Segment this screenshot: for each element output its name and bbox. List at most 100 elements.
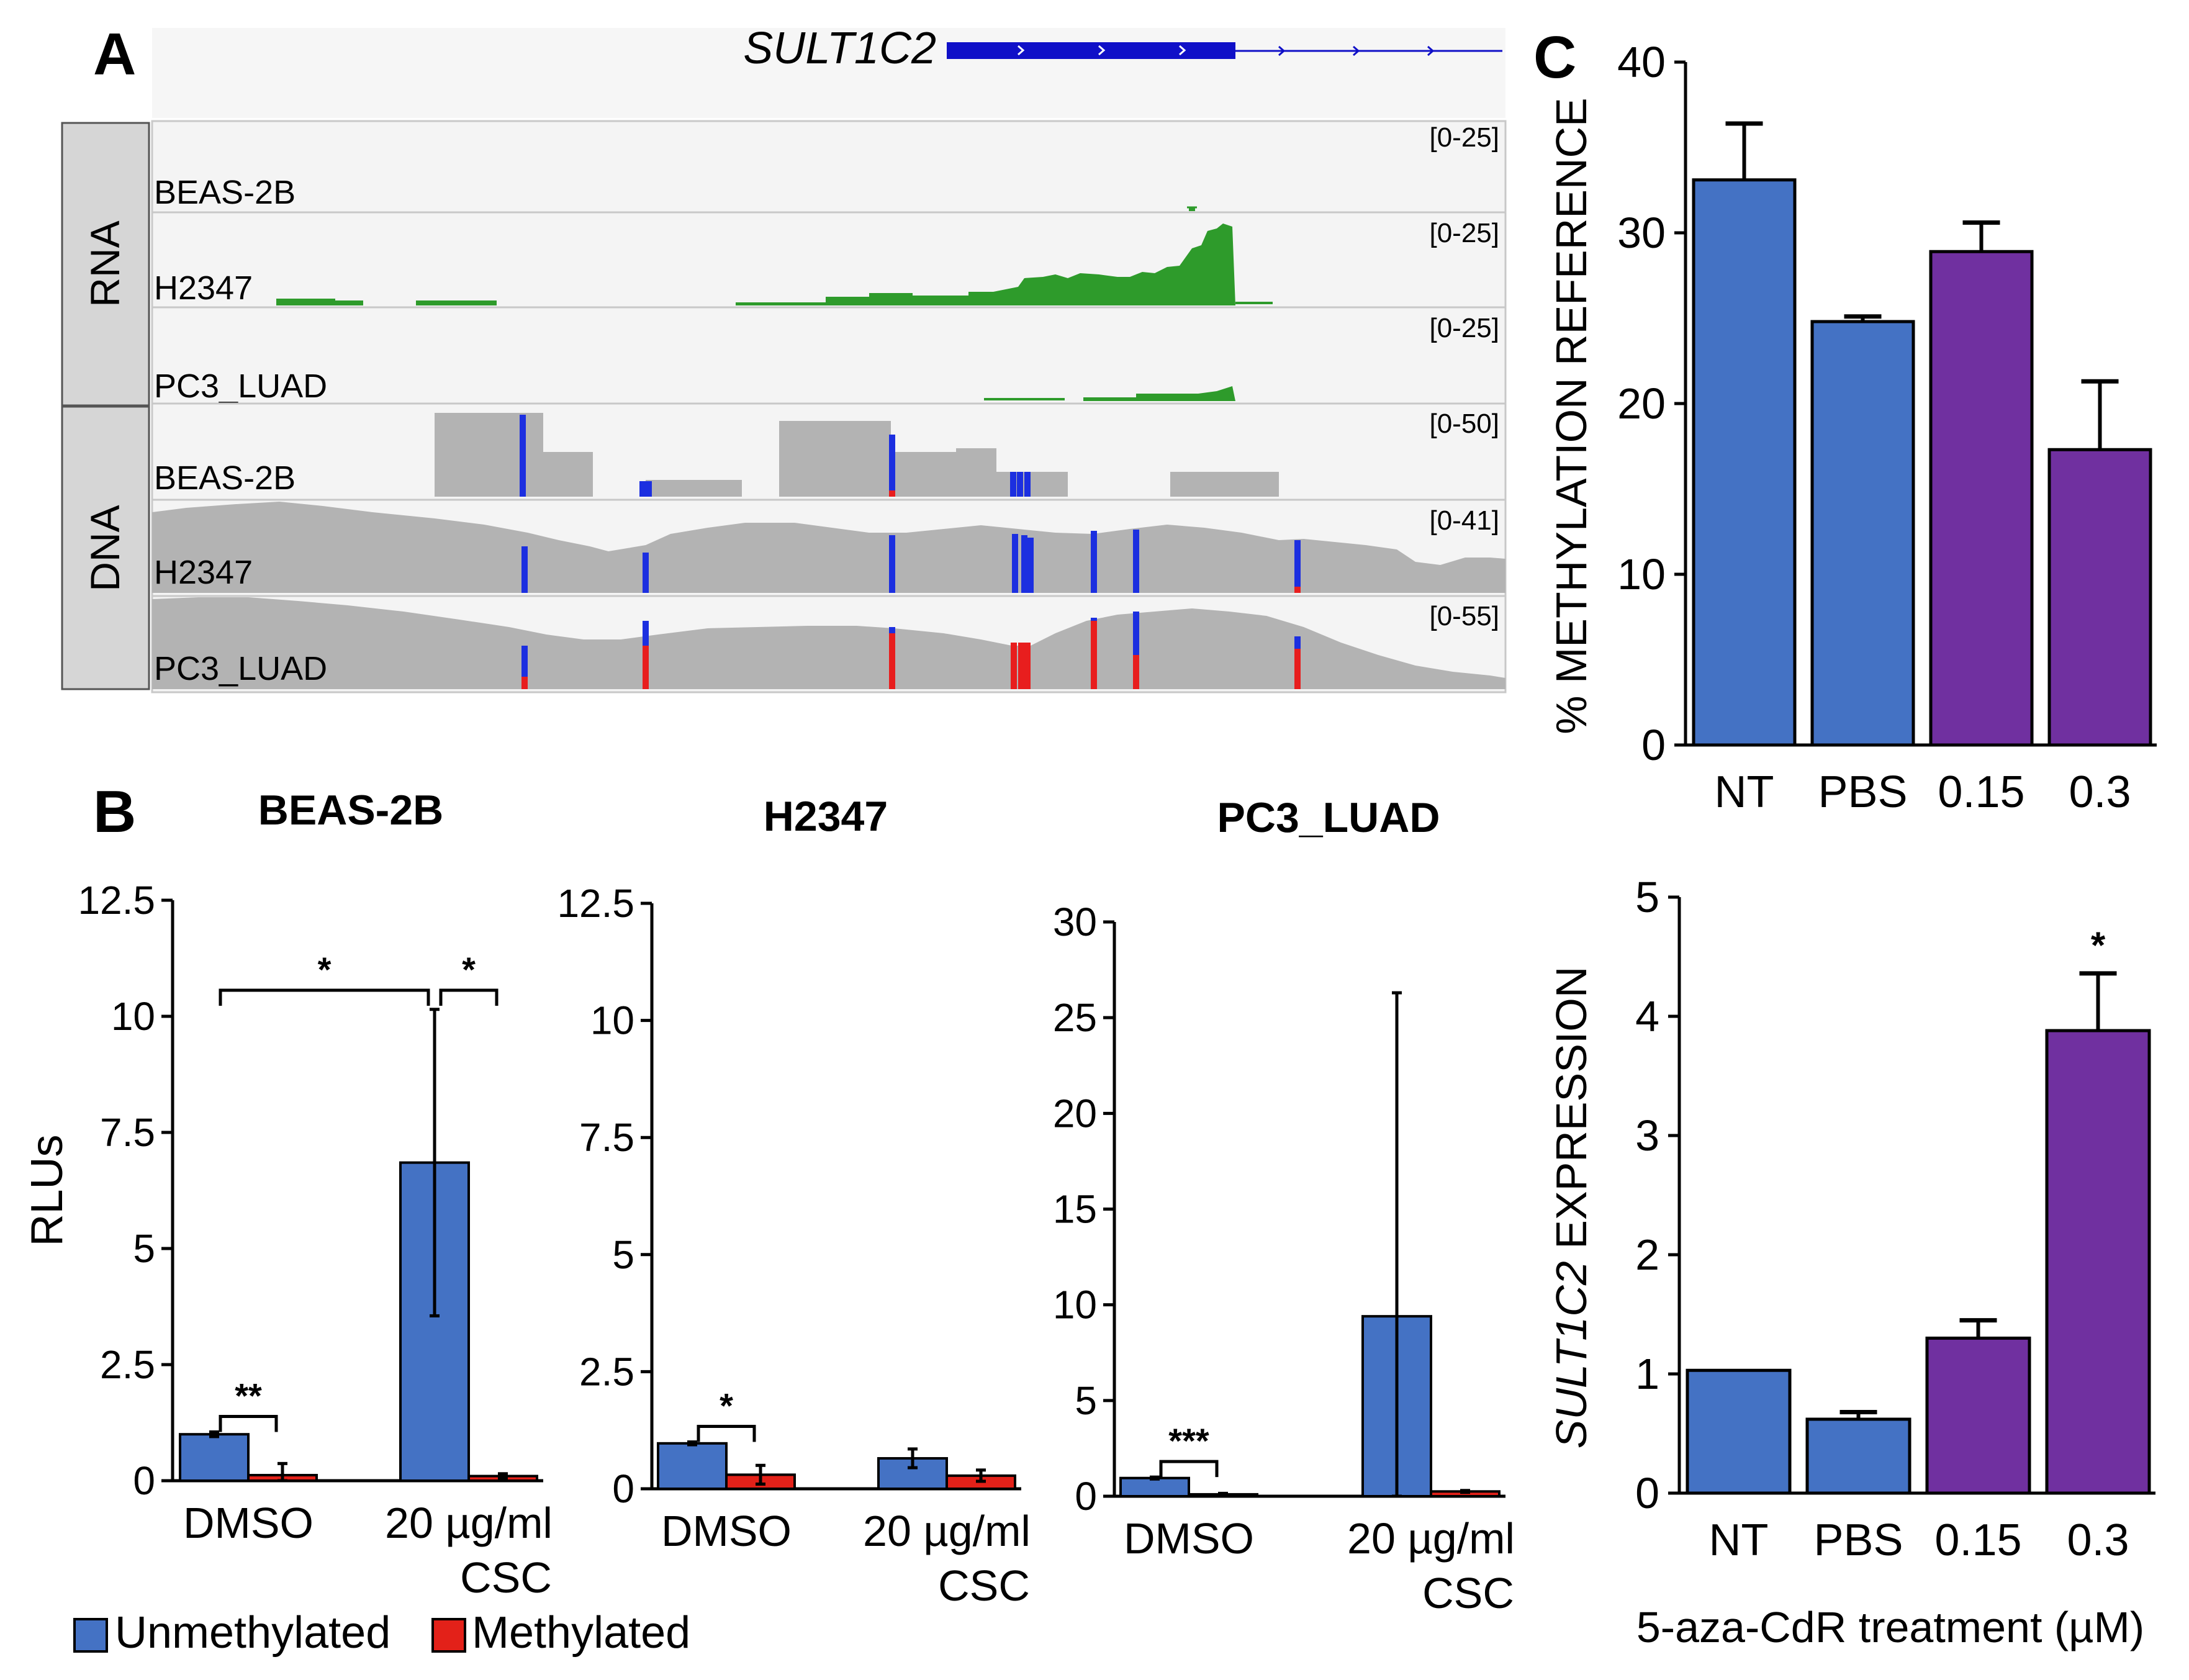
cpg-site-mark — [889, 535, 895, 593]
dna-track-pc3luad: PC3_LUAD [0-55] — [151, 595, 1507, 693]
y-tick-label: 0 — [1635, 1469, 1659, 1517]
x-tick-label: 0.15 — [1934, 1515, 2021, 1565]
legend: Unmethylated Methylated — [73, 1608, 690, 1658]
track-range: [0-25] — [1429, 218, 1499, 248]
dna-track-beas2b: BEAS-2B [0-50] — [151, 402, 1507, 501]
gene-arrow-mark — [1098, 45, 1106, 56]
panel-a-genome-browser: A SULT1C2 RNA DNA BEAS-2B [0-25] H2347 [… — [61, 21, 1507, 693]
cpg-methylated-mark — [521, 677, 528, 689]
y-tick-label: 5 — [1075, 1378, 1097, 1423]
cpg-methylated-mark — [1011, 643, 1017, 689]
bar — [1810, 320, 1915, 747]
chart-methylation-reference: 0 10 20 30 40 % METHYLATION REFERENCE NT PBS 0.1… — [1547, 38, 2157, 817]
gene-name: SULT1C2 — [743, 24, 936, 73]
cpg-methylated-mark — [889, 490, 895, 497]
rna-track-beas2b: BEAS-2B [0-25] — [151, 120, 1507, 214]
gene-exon-block — [947, 42, 1235, 59]
x-tick-label: 0.3 — [2069, 767, 2131, 817]
y-tick-label: 20 — [1053, 1091, 1097, 1136]
rna-track-h2347: H2347 [0-25] — [151, 211, 1507, 309]
chart-title: PC3_LUAD — [1217, 794, 1440, 841]
panel-c-letter: C — [1533, 24, 1576, 91]
bar — [2045, 1029, 2151, 1495]
y-tick-label: 7.5 — [579, 1115, 634, 1160]
bar — [1686, 1368, 1792, 1495]
y-tick-label: 2.5 — [100, 1342, 155, 1387]
rna-group-box — [61, 122, 150, 407]
y-tick-label: 5 — [1635, 873, 1659, 921]
cpg-site-mark — [643, 553, 649, 593]
track-label: BEAS-2B — [154, 459, 296, 497]
significance-bracket — [219, 988, 430, 1006]
cpg-site-mark — [1133, 530, 1139, 593]
cpg-site-mark — [646, 481, 652, 497]
track-label: BEAS-2B — [154, 174, 296, 211]
cpg-marks — [520, 415, 1031, 497]
cpg-site-mark — [521, 646, 528, 689]
track-range: [0-50] — [1429, 409, 1499, 439]
track-range: [0-25] — [1429, 313, 1499, 343]
cpg-methylated-mark — [889, 633, 895, 689]
significance-bracket — [219, 1414, 278, 1432]
x-tick-label: 20 µg/ml — [385, 1499, 553, 1547]
track-range: [0-55] — [1429, 601, 1499, 631]
bar — [1692, 178, 1797, 747]
chart-title: BEAS-2B — [258, 787, 444, 834]
y-tick-label: 10 — [1617, 550, 1666, 598]
cpg-methylated-mark — [1133, 655, 1139, 689]
y-axis-label: SULT1C2 EXPRESSION — [1547, 967, 1595, 1449]
cpg-methylated-mark — [1294, 649, 1301, 689]
track-label: PC3_LUAD — [154, 650, 327, 687]
x-tick-label: DMSO — [183, 1499, 314, 1547]
gene-arrow-mark — [1179, 45, 1186, 56]
cpg-site-mark — [639, 481, 646, 497]
chart-beas2b-rlus: BEAS-2B RLUs 0 2.5 5 7.5 10 12.5 DMSO 20 µg/ml CSC… — [22, 787, 553, 1602]
y-tick-label: 5 — [612, 1232, 634, 1277]
x-tick-label: CSC — [1422, 1569, 1514, 1617]
significance-label: * — [318, 950, 332, 989]
x-tick-label: 20 µg/ml — [863, 1507, 1031, 1555]
legend-label-methylated: Methylated — [472, 1608, 690, 1658]
y-axis-label: % METHYLATION REFERENCE — [1547, 97, 1595, 734]
cpg-site-mark — [1133, 612, 1139, 689]
chart-h2347-rlus: H2347 0 2.5 5 7.5 10 12.5 DMSO 20 µg/ml CSC * — [557, 793, 1031, 1610]
track-label: H2347 — [154, 269, 253, 307]
panel-b-letter: B — [93, 779, 136, 845]
y-tick-label: 7.5 — [100, 1110, 155, 1155]
bar — [1929, 250, 2034, 747]
cpg-methylated-mark — [1024, 643, 1031, 689]
y-tick-label: 2.5 — [579, 1349, 634, 1394]
bar — [1805, 1417, 1911, 1495]
significance-label: * — [462, 950, 476, 989]
y-tick-label: 2 — [1635, 1231, 1659, 1279]
dna-track-h2347: H2347 [0-41] — [151, 499, 1507, 597]
chart-pc3luad-rlus: PC3_LUAD 0 5 10 15 20 25 30 DMSO 20 µg/ml CSC *** — [1053, 794, 1515, 1617]
cpg-site-mark — [521, 546, 528, 593]
significance-label: ** — [235, 1376, 262, 1415]
x-tick-label: DMSO — [661, 1507, 792, 1555]
legend-label-unmethylated: Unmethylated — [115, 1608, 390, 1658]
gene-direction-arrows — [1018, 45, 1435, 56]
y-tick-label: 30 — [1617, 209, 1666, 257]
bar — [2047, 448, 2152, 747]
y-tick-label: 25 — [1053, 995, 1097, 1040]
cpg-methylated-mark — [1018, 643, 1024, 689]
cpg-site-mark — [1017, 472, 1023, 497]
x-tick-label: CSC — [460, 1553, 552, 1602]
cpg-site-mark — [889, 435, 895, 497]
cpg-methylated-mark — [643, 646, 649, 689]
dna-group-label: DNA — [82, 505, 128, 591]
cpg-site-mark — [1010, 472, 1016, 497]
bar — [1925, 1336, 2031, 1495]
y-tick-label: 0 — [1641, 721, 1666, 769]
cpg-site-mark — [1024, 472, 1031, 497]
y-tick-label: 10 — [590, 998, 634, 1043]
gene-arrow-mark — [1018, 45, 1025, 56]
significance-label: * — [2091, 924, 2106, 966]
y-tick-label: 30 — [1053, 900, 1097, 944]
y-tick-label: 1 — [1635, 1350, 1659, 1398]
y-tick-label: 15 — [1053, 1187, 1097, 1232]
panel-a-letter: A — [93, 21, 136, 88]
gene-arrow-mark — [1427, 45, 1435, 56]
